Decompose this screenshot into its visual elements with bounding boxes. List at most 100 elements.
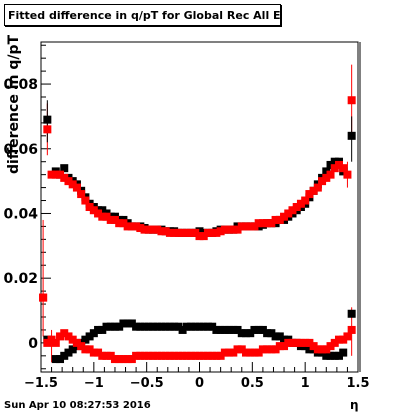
black-marker	[195, 227, 204, 236]
red-marker	[334, 160, 343, 169]
x-tick-label: 1.5	[346, 376, 369, 391]
red-marker	[170, 351, 179, 360]
red-marker	[115, 219, 124, 228]
red-marker	[60, 173, 69, 182]
red-marker	[237, 345, 246, 354]
red-marker	[301, 338, 310, 347]
black-marker	[170, 322, 179, 331]
red-marker	[68, 335, 77, 344]
red-marker	[326, 342, 335, 351]
red-marker	[246, 348, 255, 357]
red-marker	[56, 170, 65, 179]
red-marker	[275, 215, 284, 224]
red-marker	[313, 345, 322, 354]
y-tick-label: 0.02	[3, 271, 38, 287]
red-marker	[343, 332, 352, 341]
black-marker	[123, 319, 132, 328]
black-marker	[56, 355, 65, 364]
red-marker	[110, 215, 119, 224]
red-marker	[106, 215, 115, 224]
red-marker	[72, 338, 81, 347]
red-marker	[195, 232, 204, 241]
red-marker	[216, 351, 225, 360]
black-marker	[212, 325, 221, 334]
red-marker	[178, 351, 187, 360]
black-marker	[334, 351, 343, 360]
black-marker	[267, 329, 276, 338]
red-marker	[140, 351, 149, 360]
red-marker	[280, 212, 289, 221]
red-marker	[98, 212, 107, 221]
error-bars	[42, 64, 353, 363]
red-marker	[85, 203, 94, 211]
black-marker	[157, 322, 166, 331]
black-marker	[98, 206, 107, 215]
red-marker	[296, 338, 305, 347]
red-marker	[241, 222, 250, 231]
red-marker	[157, 227, 166, 236]
black-marker	[182, 322, 191, 331]
black-marker	[339, 348, 348, 357]
black-marker	[347, 131, 356, 140]
red-marker	[271, 345, 280, 354]
red-marker	[72, 183, 81, 192]
black-marker	[275, 332, 284, 341]
black-marker	[68, 345, 77, 354]
black-marker	[326, 351, 335, 360]
red-marker	[288, 206, 297, 215]
black-marker	[127, 319, 136, 328]
red-marker	[51, 338, 60, 347]
black-marker	[254, 325, 263, 334]
black-marker	[153, 322, 162, 331]
red-marker	[233, 345, 242, 354]
y-tick-label: 0	[28, 336, 38, 352]
black-marker	[85, 332, 94, 341]
red-marker	[212, 228, 221, 237]
red-marker	[64, 177, 73, 186]
red-marker	[318, 177, 327, 186]
black-marker	[136, 322, 145, 331]
red-marker	[102, 212, 111, 221]
red-marker	[233, 225, 242, 234]
black-marker	[246, 329, 255, 338]
red-marker	[334, 335, 343, 344]
tick-labels: 0 0.02 0.04 0.06 0.08 −1.5 −1 −0.5 0 0.5 1 1.5	[3, 77, 369, 391]
red-marker	[144, 225, 153, 234]
red-marker	[106, 351, 115, 360]
red-marker	[330, 338, 339, 347]
black-marker	[165, 322, 174, 331]
red-marker	[208, 351, 217, 360]
red-marker	[191, 351, 200, 360]
red-marker	[296, 199, 305, 208]
red-marker	[153, 225, 162, 234]
red-marker	[98, 351, 107, 360]
red-marker	[89, 206, 98, 215]
red-marker	[347, 325, 356, 334]
red-marker	[102, 351, 111, 360]
red-marker	[267, 219, 276, 228]
red-marker	[153, 351, 162, 360]
x-tick-label: −1	[84, 376, 104, 391]
red-marker	[246, 222, 255, 231]
red-marker	[225, 225, 234, 234]
red-marker	[301, 196, 310, 205]
black-marker	[60, 351, 69, 360]
black-marker	[263, 329, 272, 338]
red-marker	[149, 225, 158, 234]
red-marker	[123, 355, 132, 364]
black-marker	[322, 351, 331, 360]
red-marker	[165, 228, 174, 237]
black-marker	[187, 322, 196, 331]
red-marker	[225, 348, 234, 357]
red-marker	[123, 222, 132, 231]
red-marker	[263, 219, 272, 228]
black-marker	[216, 325, 225, 334]
red-marker	[309, 186, 318, 195]
red-marker	[77, 342, 86, 351]
black-marker	[144, 322, 153, 331]
red-marker	[305, 338, 314, 347]
red-marker	[174, 351, 183, 360]
red-marker	[322, 173, 331, 182]
red-marker	[250, 222, 259, 231]
